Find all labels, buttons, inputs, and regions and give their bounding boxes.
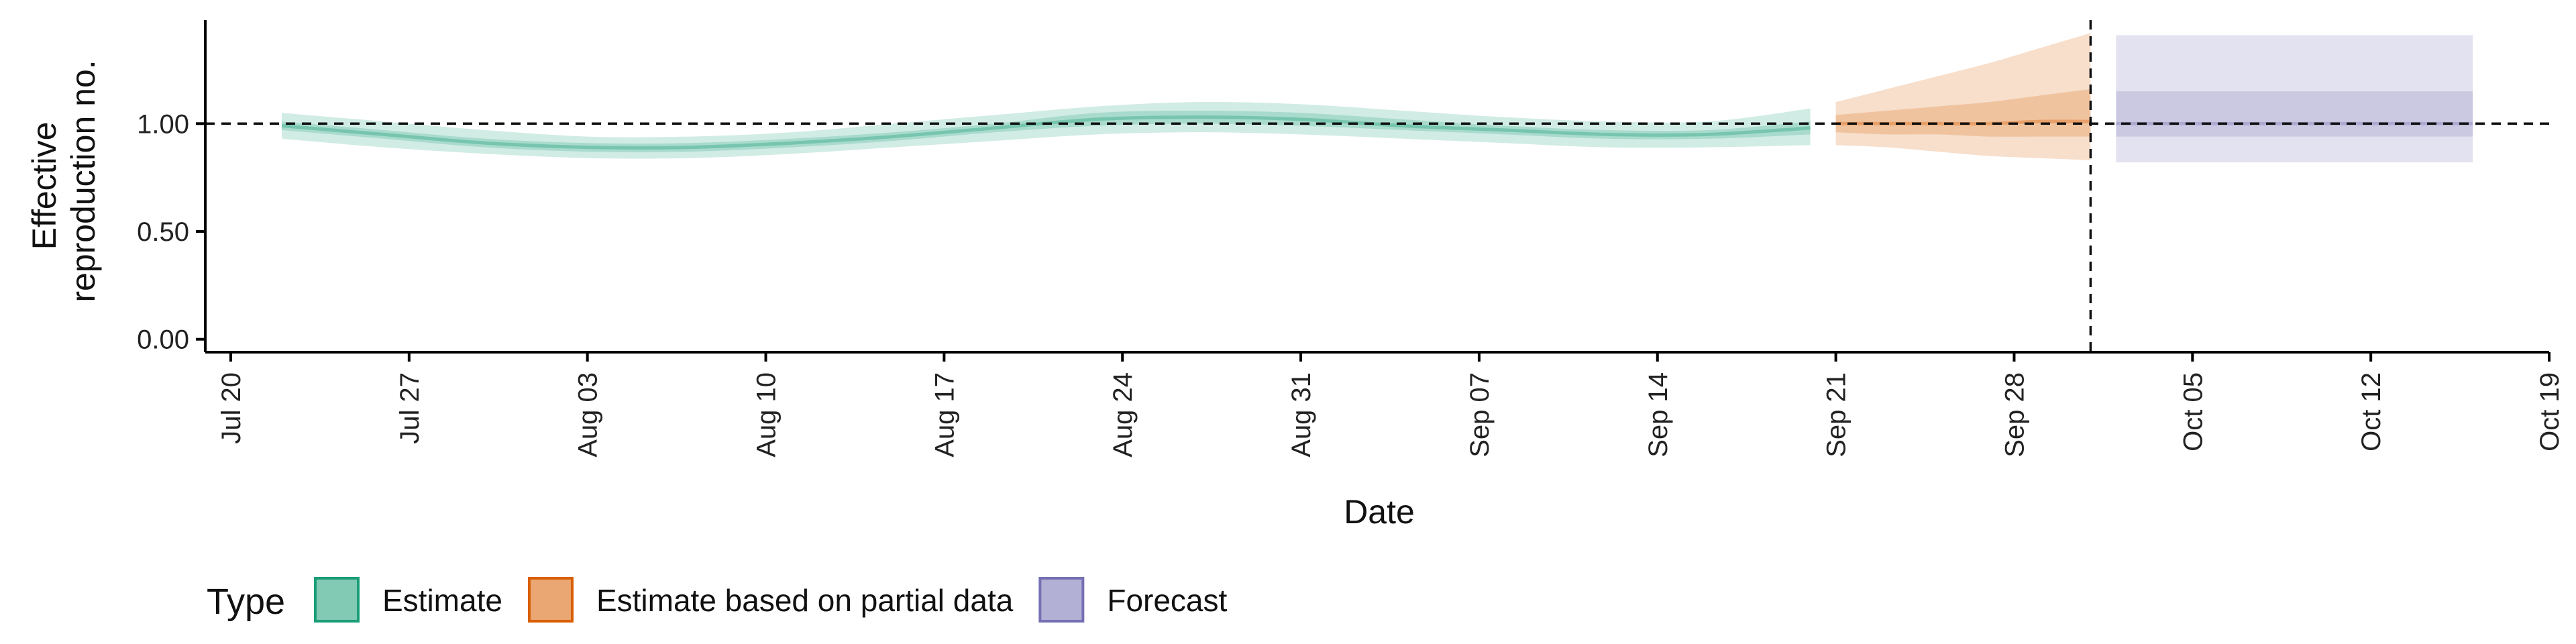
x-axis-title: Date	[1344, 493, 1415, 531]
x-tick-label: Sep 14	[1644, 372, 1673, 458]
x-tick-label: Jul 20	[217, 372, 246, 444]
legend-swatch-estimate	[314, 577, 360, 623]
y-tick-label: 0.00	[137, 325, 189, 355]
estimate-based-on-partial-data-band-90	[1835, 33, 2091, 160]
x-tick-label: Oct 12	[2357, 372, 2386, 451]
y-tick-label: 0.50	[137, 217, 189, 247]
y-ticks: 0.00 0.50 1.00	[137, 109, 205, 355]
y-tick-label: 1.00	[137, 109, 189, 139]
legend-label-forecast: Forecast	[1107, 583, 1227, 618]
x-tick-label: Aug 03	[574, 372, 603, 458]
x-tick-label: Aug 24	[1108, 372, 1138, 458]
x-tick-label: Oct 19	[2535, 372, 2565, 451]
estimate-band-50	[281, 111, 1811, 152]
x-ticks: Jul 20 Jul 27 Aug 03 Aug 10 Aug 17 Aug 24 Aug …	[217, 352, 2565, 458]
x-tick-label: Aug 31	[1287, 372, 1316, 458]
legend-swatch-estimate-based-on-partial-data	[527, 577, 574, 623]
legend: Type Estimate Estimate based on partial d…	[207, 577, 1228, 623]
x-tick-label: Sep 28	[2000, 372, 2029, 458]
ribbon-layer	[281, 33, 2473, 163]
estimate-band-90	[281, 102, 1811, 159]
legend-label-estimate-based-on-partial-data: Estimate based on partial data	[596, 583, 1014, 618]
y-axis-title: Effective reproduction no.	[25, 60, 102, 302]
estimate-based-on-partial-data-band-50	[1835, 89, 2091, 137]
legend-swatch-forecast	[1038, 577, 1085, 623]
x-tick-label: Sep 21	[1822, 372, 1851, 458]
x-tick-label: Aug 17	[930, 372, 959, 458]
legend-title: Type	[207, 582, 285, 622]
x-tick-label: Oct 05	[2178, 372, 2208, 451]
legend-label-estimate: Estimate	[382, 583, 502, 618]
reference-line-layer	[205, 20, 2549, 352]
forecast-band-90	[2116, 35, 2473, 163]
forecast-band-50	[2116, 91, 2473, 137]
axes-layer	[204, 20, 2549, 354]
x-tick-label: Aug 10	[752, 372, 782, 458]
x-tick-label: Jul 27	[395, 372, 425, 444]
x-tick-label: Sep 07	[1465, 372, 1495, 458]
